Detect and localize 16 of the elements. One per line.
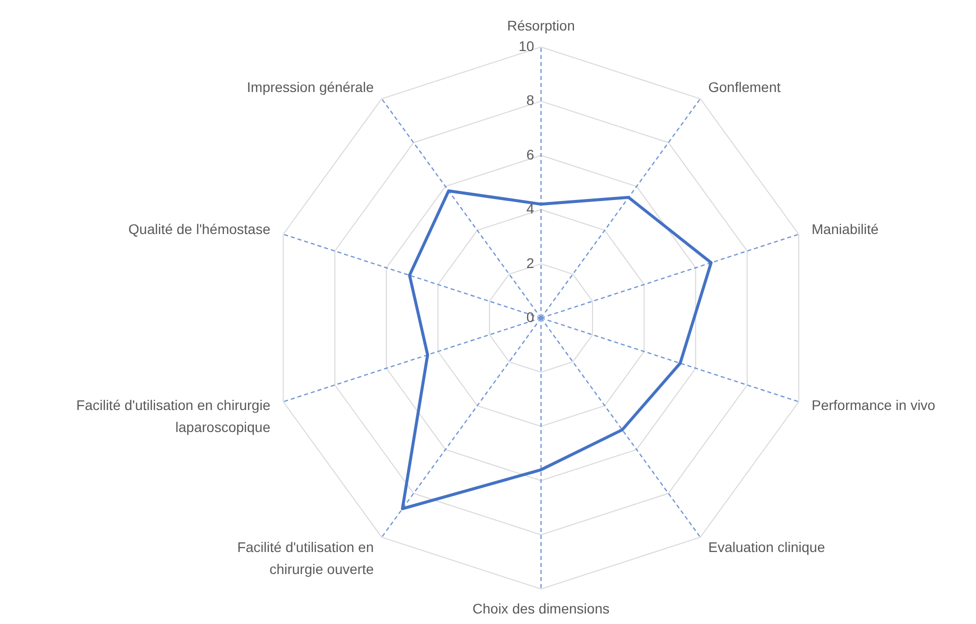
y-tick-label: 6 (526, 146, 534, 162)
spoke-label: Qualité de l'hémostase (128, 221, 271, 238)
y-tick-label: 10 (518, 38, 534, 54)
spoke-label: Maniabilité (812, 221, 879, 238)
spoke-label: Facilité d'utilisation en chirurgie ouverte (237, 539, 374, 578)
y-tick-label: 8 (526, 92, 534, 108)
spoke-label: Impression générale (246, 78, 374, 95)
spoke-label: Performance in vivo (812, 396, 936, 413)
spoke-label: Facilité d'utilisation en chirurgie laparoscopique (76, 396, 271, 435)
y-tick-label: 0 (526, 309, 534, 325)
spoke-label: Evaluation clinique (708, 539, 826, 556)
y-tick-label: 4 (526, 200, 534, 217)
spoke-label: Choix des dimensions (472, 600, 610, 617)
spoke-label: Résorption (507, 17, 575, 34)
y-tick-label: 2 (526, 254, 534, 271)
spoke-label: Gonflement (708, 78, 781, 95)
